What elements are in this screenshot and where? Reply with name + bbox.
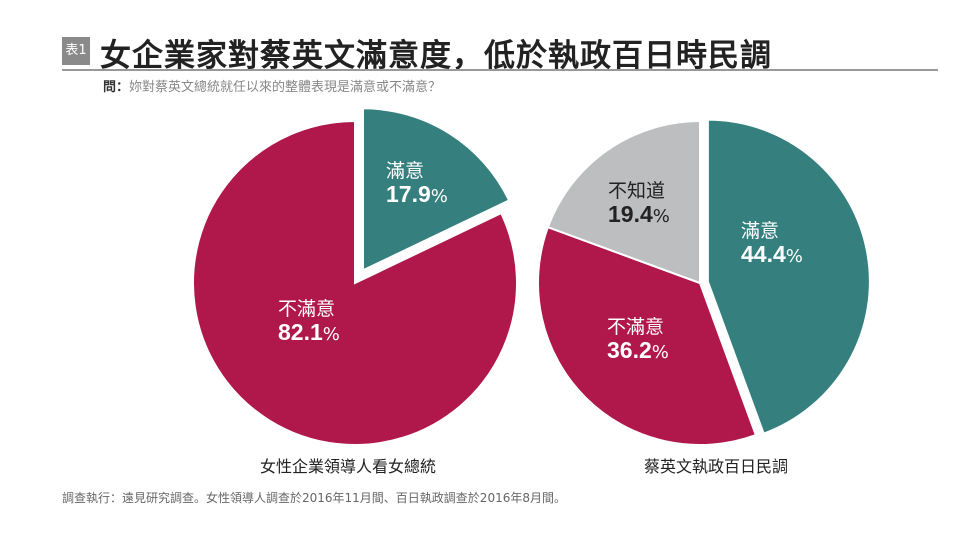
- pie-1-slice-0: [706, 118, 871, 435]
- pie-caption-right: 蔡英文執政百日民調: [644, 457, 789, 476]
- table-badge: 表1: [62, 37, 90, 65]
- pie-0-slice-0: [361, 107, 511, 272]
- slice-label-left-satisfied: 滿意 17.9%: [386, 160, 448, 207]
- pie-1-slice-1: [537, 225, 758, 446]
- chart-title: 女企業家對蔡英文滿意度，低於執政百日時民調: [100, 38, 772, 74]
- footnote: 調查執行：遠見研究調查。女性領導人調查於2016年11月間、百日執政調查於201…: [62, 491, 566, 505]
- pie-0-slice-1: [192, 119, 518, 446]
- pie-caption-left: 女性企業領導人看女總統: [260, 457, 437, 476]
- pie-1-slice-2: [546, 119, 701, 285]
- question: 問：妳對蔡英文總統就任以來的整體表現是滿意或不滿意？: [103, 76, 441, 95]
- title-divider: [62, 69, 938, 71]
- question-label: 問：: [103, 80, 130, 95]
- slice-label-right-satisfied: 滿意 44.4%: [741, 220, 803, 267]
- slice-label-right-dissatisfied: 不滿意 36.2%: [607, 316, 669, 363]
- slice-label-right-unknown: 不知道 19.4%: [608, 180, 670, 227]
- question-text: 妳對蔡英文總統就任以來的整體表現是滿意或不滿意？: [129, 80, 442, 95]
- slice-label-left-dissatisfied: 不滿意 82.1%: [278, 298, 340, 345]
